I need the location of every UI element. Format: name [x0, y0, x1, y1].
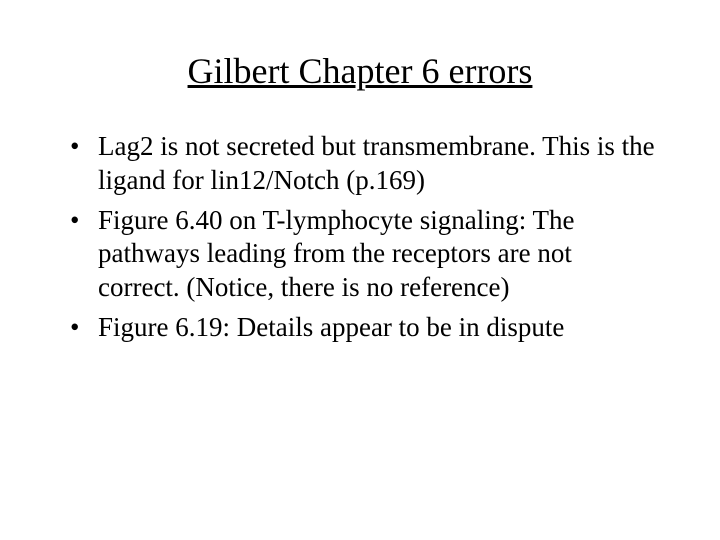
- list-item: Figure 6.40 on T-lymphocyte signaling: T…: [70, 204, 660, 305]
- slide: Gilbert Chapter 6 errors Lag2 is not sec…: [0, 0, 720, 540]
- list-item: Figure 6.19: Details appear to be in dis…: [70, 311, 660, 345]
- slide-title: Gilbert Chapter 6 errors: [50, 50, 670, 92]
- bullet-list: Lag2 is not secreted but transmembrane. …: [50, 130, 670, 345]
- list-item: Lag2 is not secreted but transmembrane. …: [70, 130, 660, 198]
